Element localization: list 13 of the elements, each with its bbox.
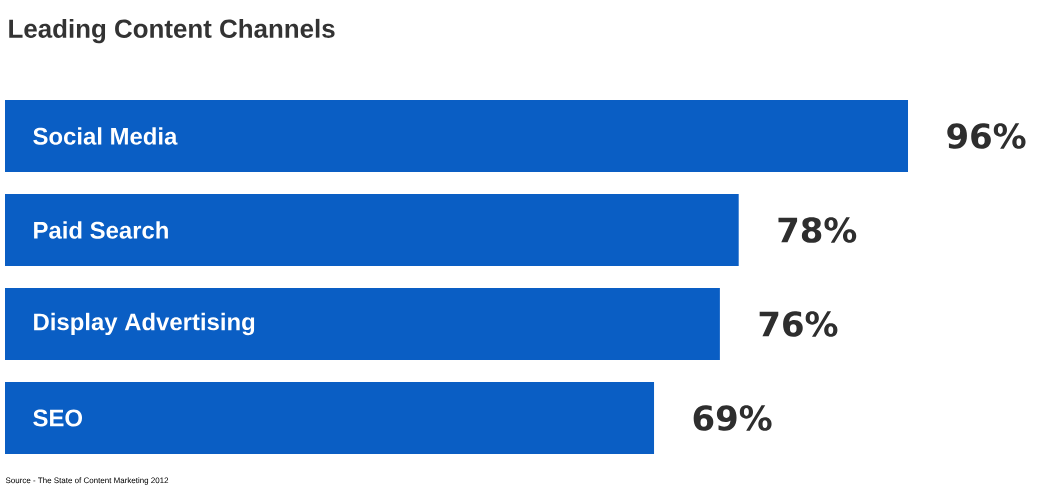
chart-title: Leading Content Channels [9, 18, 335, 44]
y-tick-label: SEO [33, 409, 83, 427]
data-label: 76% [759, 311, 838, 337]
bar [5, 382, 655, 455]
data-label: 69% [693, 405, 772, 431]
data-label: 96% [947, 123, 1026, 149]
bar [5, 288, 720, 361]
y-tick-label: Display Advertising [34, 312, 255, 336]
y-tick-label: Paid Search [34, 221, 168, 239]
bar [5, 194, 739, 267]
y-tick-label: Social Media [33, 127, 178, 145]
bar [5, 100, 909, 173]
data-label: 78% [778, 217, 857, 243]
